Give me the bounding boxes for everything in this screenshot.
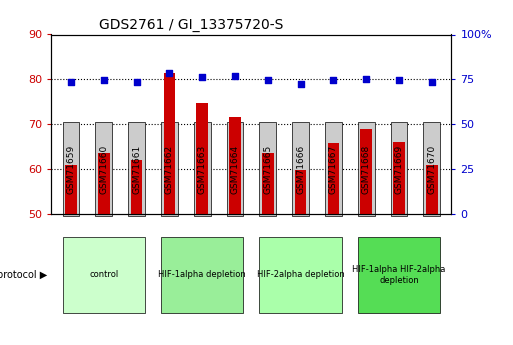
Bar [426, 165, 438, 214]
FancyBboxPatch shape [358, 122, 374, 216]
Text: control: control [89, 270, 119, 279]
FancyBboxPatch shape [95, 122, 112, 216]
Bar [196, 103, 208, 214]
FancyBboxPatch shape [260, 237, 342, 313]
Bar [295, 170, 306, 214]
FancyBboxPatch shape [292, 122, 309, 216]
Point [297, 81, 305, 87]
FancyBboxPatch shape [161, 237, 243, 313]
Text: GSM71669: GSM71669 [394, 145, 403, 194]
Bar [262, 153, 273, 214]
Point [395, 78, 403, 83]
Point [165, 70, 173, 76]
Point [329, 78, 338, 83]
Bar [328, 143, 339, 214]
Text: GSM71668: GSM71668 [362, 145, 371, 194]
FancyBboxPatch shape [260, 122, 276, 216]
Text: GSM71660: GSM71660 [100, 145, 108, 194]
FancyBboxPatch shape [194, 122, 210, 216]
FancyBboxPatch shape [325, 122, 342, 216]
Point [362, 77, 370, 82]
Point [100, 78, 108, 83]
Point [132, 79, 141, 85]
Text: GSM71670: GSM71670 [427, 145, 436, 194]
Text: GDS2761 / GI_13375720-S: GDS2761 / GI_13375720-S [100, 18, 284, 32]
Bar [229, 117, 241, 214]
Point [428, 79, 436, 85]
FancyBboxPatch shape [358, 237, 440, 313]
Text: GSM71659: GSM71659 [67, 145, 75, 194]
Bar [131, 160, 142, 214]
FancyBboxPatch shape [63, 237, 145, 313]
Text: GSM71662: GSM71662 [165, 145, 174, 194]
Point [198, 74, 206, 79]
Text: GSM71666: GSM71666 [296, 145, 305, 194]
Text: HIF-1alpha depletion: HIF-1alpha depletion [159, 270, 246, 279]
FancyBboxPatch shape [227, 122, 243, 216]
Text: GSM71661: GSM71661 [132, 145, 141, 194]
Text: GSM71667: GSM71667 [329, 145, 338, 194]
Bar [65, 166, 77, 214]
Text: HIF-2alpha depletion: HIF-2alpha depletion [256, 270, 344, 279]
FancyBboxPatch shape [128, 122, 145, 216]
Point [67, 79, 75, 85]
Text: protocol ▶: protocol ▶ [0, 270, 47, 280]
Bar [393, 142, 405, 214]
Point [264, 78, 272, 83]
Bar [98, 153, 109, 214]
Text: GSM71664: GSM71664 [230, 145, 240, 194]
FancyBboxPatch shape [390, 122, 407, 216]
Text: HIF-1alpha HIF-2alpha
depletion: HIF-1alpha HIF-2alpha depletion [352, 265, 446, 285]
Text: GSM71663: GSM71663 [198, 145, 207, 194]
FancyBboxPatch shape [161, 122, 177, 216]
FancyBboxPatch shape [423, 122, 440, 216]
Point [231, 73, 239, 79]
Bar [164, 72, 175, 214]
Bar [361, 129, 372, 214]
Text: GSM71665: GSM71665 [263, 145, 272, 194]
FancyBboxPatch shape [63, 122, 80, 216]
